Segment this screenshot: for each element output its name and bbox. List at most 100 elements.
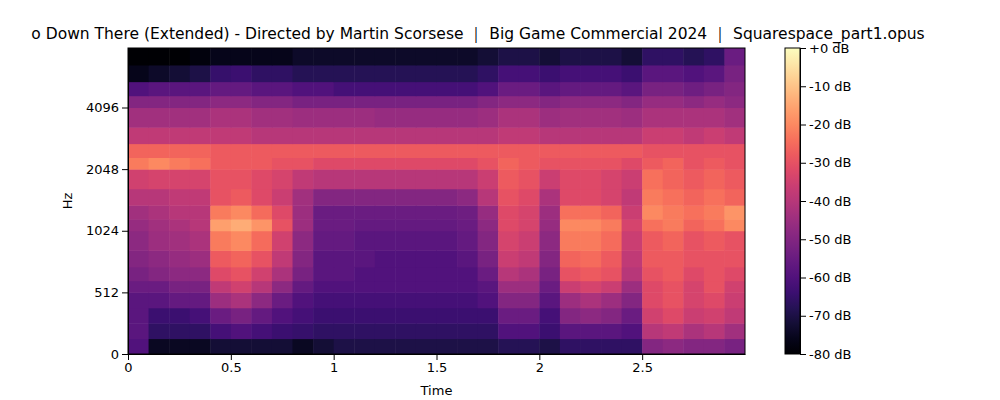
cell xyxy=(251,48,272,65)
cell xyxy=(519,250,540,267)
cell xyxy=(272,219,293,231)
cell xyxy=(601,127,622,144)
cell xyxy=(478,219,499,231)
cell xyxy=(519,323,540,339)
cell xyxy=(334,308,355,324)
cell xyxy=(478,189,499,206)
tick: -50 dB xyxy=(800,232,852,247)
cell xyxy=(231,219,252,231)
cell xyxy=(560,292,581,308)
cell xyxy=(724,292,745,308)
tick-mark xyxy=(800,125,806,126)
tick-label: 1024 xyxy=(86,223,119,238)
cell xyxy=(354,48,375,65)
cell xyxy=(149,281,170,293)
cell xyxy=(437,169,458,189)
cell xyxy=(149,323,170,339)
cell xyxy=(395,339,416,354)
cell xyxy=(580,308,601,324)
cell xyxy=(580,292,601,308)
cell xyxy=(416,48,437,65)
cell xyxy=(128,205,149,219)
cell xyxy=(580,250,601,267)
tick-mark xyxy=(800,163,806,164)
cell xyxy=(190,82,211,97)
cell xyxy=(251,144,272,158)
cell xyxy=(642,96,663,108)
cell xyxy=(272,308,293,324)
cell xyxy=(560,267,581,281)
cell xyxy=(683,323,704,339)
cell xyxy=(622,250,643,267)
cell xyxy=(210,267,231,281)
cell xyxy=(560,65,581,82)
cell xyxy=(704,108,725,128)
x-axis: 00.511.522.5 xyxy=(124,354,745,375)
cell xyxy=(190,219,211,231)
tick: -70 dB xyxy=(800,308,852,323)
cell xyxy=(683,281,704,293)
cell xyxy=(519,281,540,293)
cell xyxy=(272,250,293,267)
cell xyxy=(642,65,663,82)
cell xyxy=(498,169,519,189)
cell xyxy=(683,219,704,231)
cell xyxy=(231,308,252,324)
cell xyxy=(601,82,622,97)
cell xyxy=(580,82,601,97)
cell xyxy=(580,48,601,65)
cell xyxy=(313,323,334,339)
cell xyxy=(560,219,581,231)
cell xyxy=(190,292,211,308)
tick-label: 0.5 xyxy=(221,360,242,375)
cell xyxy=(683,339,704,354)
tick: 2.5 xyxy=(632,354,653,375)
cell xyxy=(190,339,211,354)
cell xyxy=(334,96,355,108)
cell xyxy=(272,205,293,219)
cell xyxy=(313,189,334,206)
cell xyxy=(272,267,293,281)
cell xyxy=(724,281,745,293)
cell xyxy=(683,108,704,128)
cell xyxy=(210,308,231,324)
cell xyxy=(231,250,252,267)
cell xyxy=(354,231,375,251)
cell xyxy=(642,219,663,231)
cell xyxy=(149,108,170,128)
cell xyxy=(293,108,314,128)
tick-label: 2.5 xyxy=(632,360,653,375)
cell xyxy=(169,308,190,324)
cell xyxy=(313,157,334,169)
cell xyxy=(663,189,684,206)
cell xyxy=(683,127,704,144)
cell xyxy=(169,169,190,189)
cell xyxy=(498,189,519,206)
cell xyxy=(478,308,499,324)
cell xyxy=(416,339,437,354)
cell xyxy=(354,323,375,339)
cell xyxy=(128,108,149,128)
cell xyxy=(313,127,334,144)
cell xyxy=(210,127,231,144)
cell xyxy=(210,96,231,108)
cell xyxy=(169,205,190,219)
tick-label: 4096 xyxy=(86,100,119,115)
cell xyxy=(210,108,231,128)
cell xyxy=(354,292,375,308)
cell xyxy=(210,189,231,206)
cell xyxy=(354,189,375,206)
cell xyxy=(622,157,643,169)
cell xyxy=(149,339,170,354)
tick: 512 xyxy=(94,285,128,300)
cell xyxy=(395,157,416,169)
cell xyxy=(395,48,416,65)
cell xyxy=(663,281,684,293)
cell xyxy=(622,281,643,293)
cell xyxy=(457,127,478,144)
cell xyxy=(334,205,355,219)
cell xyxy=(663,339,684,354)
cell xyxy=(334,127,355,144)
cell xyxy=(272,144,293,158)
cell xyxy=(580,323,601,339)
